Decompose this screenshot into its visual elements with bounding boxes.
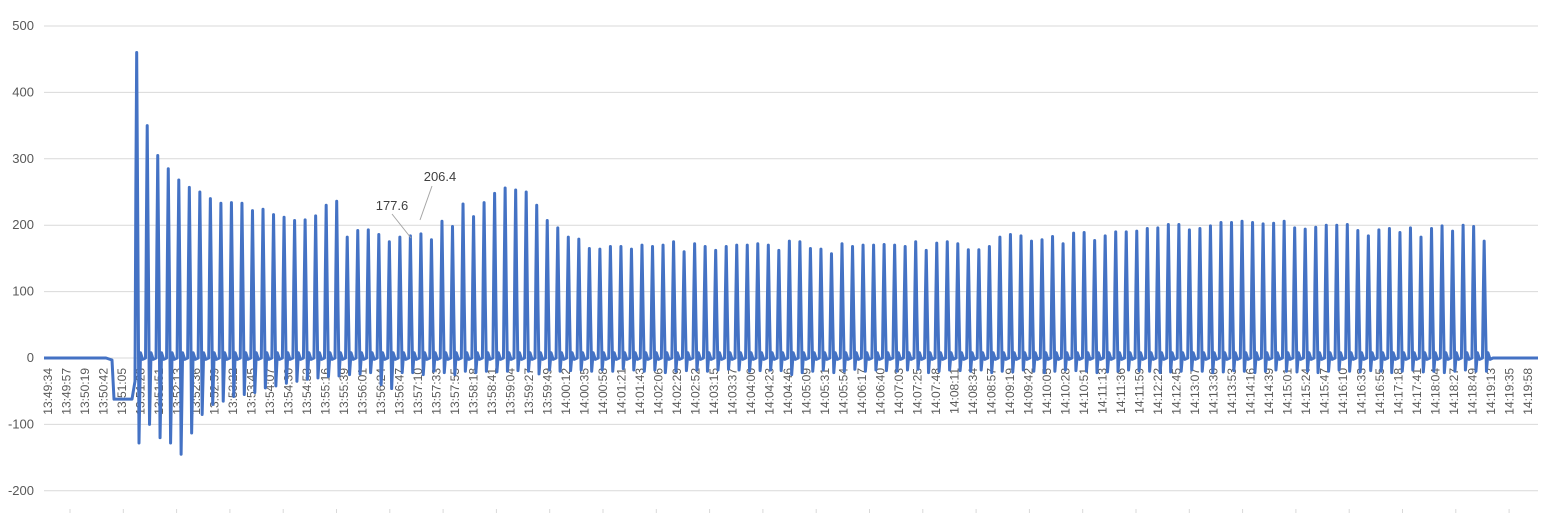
x-tick-label: 14:01:43 [633,368,647,415]
x-tick-label: 13:55:39 [337,368,351,415]
x-tick-label: 14:00:35 [578,368,592,415]
x-tick-label: 14:02:06 [652,368,666,415]
x-tick-label: 14:14:16 [1244,368,1258,415]
x-tick-label: 14:00:12 [559,368,573,415]
x-tick-label: 14:09:42 [1022,368,1036,415]
x-tick-label: 14:19:58 [1521,368,1535,415]
x-tick-label: 13:50:42 [97,368,111,415]
x-tick-label: 13:57:33 [430,368,444,415]
x-tick-label: 14:00:58 [596,368,610,415]
series-line [44,51,1538,456]
x-tick-label: 14:13:07 [1188,368,1202,415]
y-tick-label: 500 [12,18,34,33]
x-tick-label: 13:59:27 [522,368,536,415]
x-tick-label: 14:15:47 [1318,368,1332,415]
x-tick-label: 14:02:29 [670,368,684,415]
series-layer [44,51,1538,456]
x-tick-label: 13:55:16 [319,368,333,415]
y-tick-label: 0 [27,350,34,365]
x-tick-label: 13:57:55 [448,368,462,415]
x-tick-label: 14:04:23 [763,368,777,415]
x-tick-label: 14:15:01 [1281,368,1295,415]
x-tick-label: 14:08:34 [966,368,980,415]
x-tick-label: 14:04:46 [781,368,795,415]
x-tick-label: 14:16:33 [1355,368,1369,415]
x-tick-label: 14:10:28 [1059,368,1073,415]
x-tick-label: 13:58:18 [467,368,481,415]
x-tick-label: 14:07:48 [929,368,943,415]
x-tick-label: 14:02:52 [689,368,703,415]
x-tick-label: 14:10:05 [1040,368,1054,415]
x-tick-label: 14:06:17 [855,368,869,415]
x-tick-label: 13:50:19 [78,368,92,415]
x-tick-label: 14:18:04 [1429,368,1443,415]
x-tick-label: 14:03:37 [726,368,740,415]
x-tick-label: 14:07:25 [911,368,925,415]
x-tick-label: 14:14:39 [1262,368,1276,415]
annotations-layer: 177.6 206.4 [376,169,457,239]
x-axis-tick-labels: 13:49:34 13:49:57 13:50:19 13:50:42 13:51:05… [41,368,1535,415]
y-tick-label: 400 [12,84,34,99]
x-tick-label: 14:08:11 [948,368,962,414]
annotation-label: 177.6 [376,198,409,213]
x-tick-label: 14:19:13 [1484,368,1498,415]
x-tick-label: 14:04:00 [744,368,758,415]
y-tick-label: 200 [12,217,34,232]
x-tick-label: 14:17:41 [1410,368,1424,415]
x-tick-label: 14:07:03 [892,368,906,415]
x-tick-label: 14:19:35 [1503,368,1517,415]
x-tick-label: 14:05:54 [837,368,851,415]
x-tick-label: 13:56:01 [356,368,370,415]
x-tick-label: 14:15:24 [1299,368,1313,415]
x-tick-label: 14:11:36 [1114,368,1128,414]
x-tick-label: 13:54:30 [282,368,296,415]
x-tick-label: 14:06:40 [874,368,888,415]
y-tick-label: -200 [8,483,34,498]
x-tick-label: 14:13:53 [1225,368,1239,415]
x-tick-label: 13:49:34 [41,368,55,415]
x-tick-label: 13:59:49 [541,368,555,415]
x-tick-label: 14:16:55 [1373,368,1387,415]
x-tick-label: 14:18:49 [1466,368,1480,415]
x-tick-label: 14:18:27 [1447,368,1461,415]
x-tick-label: 14:11:59 [1133,368,1147,414]
annotation-label: 206.4 [424,169,457,184]
x-tick-label: 14:17:18 [1392,368,1406,415]
x-tick-label: 13:57:10 [411,368,425,415]
x-tick-label: 13:54:53 [300,368,314,415]
x-tick-label: 14:03:15 [707,368,721,415]
y-axis-tick-labels: 500 400 300 200 100 0 -100 -200 [8,18,34,498]
x-tick-label: 13:59:04 [504,368,518,415]
x-tick-label: 14:08:57 [985,368,999,415]
x-tick-label: 14:05:31 [818,368,832,415]
annotation-leader-line [419,185,433,221]
x-tick-label: 14:12:45 [1170,368,1184,415]
x-tick-label: 14:09:19 [1003,368,1017,415]
x-tick-label: 13:49:57 [60,368,74,415]
annotation-leader-line [391,213,412,239]
x-tick-label: 14:01:21 [615,368,629,415]
x-tick-label: 14:13:30 [1207,368,1221,415]
y-tick-label: 300 [12,151,34,166]
x-tick-label: 13:56:24 [374,368,388,415]
x-tick-label: 14:16:10 [1336,368,1350,415]
x-tick-label: 14:12:22 [1151,368,1165,415]
x-tick-label: 13:58:41 [485,368,499,415]
x-tick-label: 14:05:09 [800,368,814,415]
y-tick-label: -100 [8,416,34,431]
x-tick-label: 13:56:47 [393,368,407,415]
x-tick-label: 14:10:51 [1077,368,1091,415]
x-tick-label: 14:11:13 [1096,368,1110,414]
x-tick-label: 13:51:05 [115,368,129,415]
y-tick-label: 100 [12,284,34,299]
